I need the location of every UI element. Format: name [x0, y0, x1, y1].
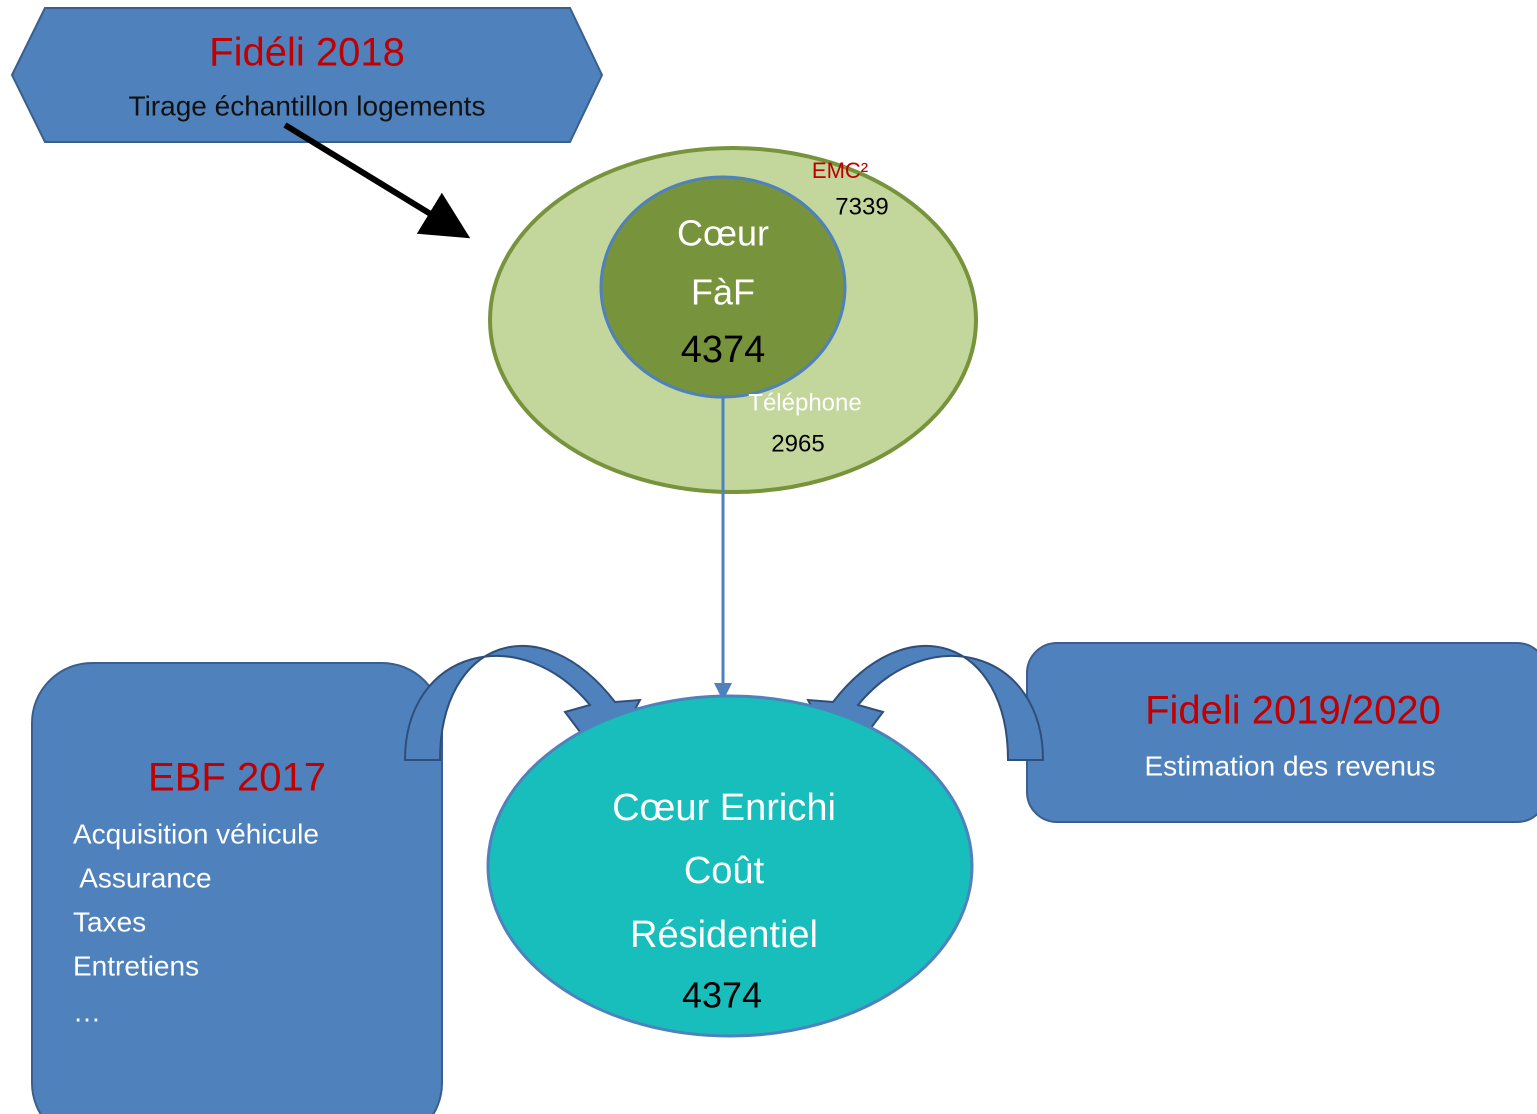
outer-label: EMC² — [812, 158, 868, 183]
inner-label: FàF — [691, 272, 755, 313]
inner-count: 4374 — [681, 329, 766, 371]
left-item: Acquisition véhicule — [73, 818, 319, 849]
left-item: Taxes — [73, 906, 146, 937]
enriched-label: Cœur Enrichi — [612, 787, 836, 829]
right-subtitle: Estimation des revenus — [1144, 750, 1435, 781]
enriched-label: Résidentiel — [630, 914, 818, 956]
source-subtitle: Tirage échantillon logements — [129, 90, 486, 121]
enriched-label: Coût — [684, 850, 765, 892]
left-item: … — [73, 996, 101, 1027]
left-item: Entretiens — [73, 950, 199, 981]
left-title: EBF 2017 — [148, 756, 326, 800]
source-hexagon — [10, 7, 604, 143]
phone-count: 2965 — [771, 430, 824, 457]
right-title: Fideli 2019/2020 — [1145, 689, 1441, 733]
phone-label: Téléphone — [748, 389, 861, 416]
enriched-count: 4374 — [682, 975, 762, 1016]
inner-ellipse — [599, 175, 847, 399]
enriched-ellipse — [486, 694, 974, 1038]
left-box — [31, 662, 443, 1114]
arrow — [283, 122, 471, 239]
inner-label: Cœur — [677, 213, 769, 254]
source-title: Fidéli 2018 — [209, 31, 405, 75]
outer-count: 7339 — [835, 193, 888, 220]
left-item: Assurance — [73, 862, 212, 893]
